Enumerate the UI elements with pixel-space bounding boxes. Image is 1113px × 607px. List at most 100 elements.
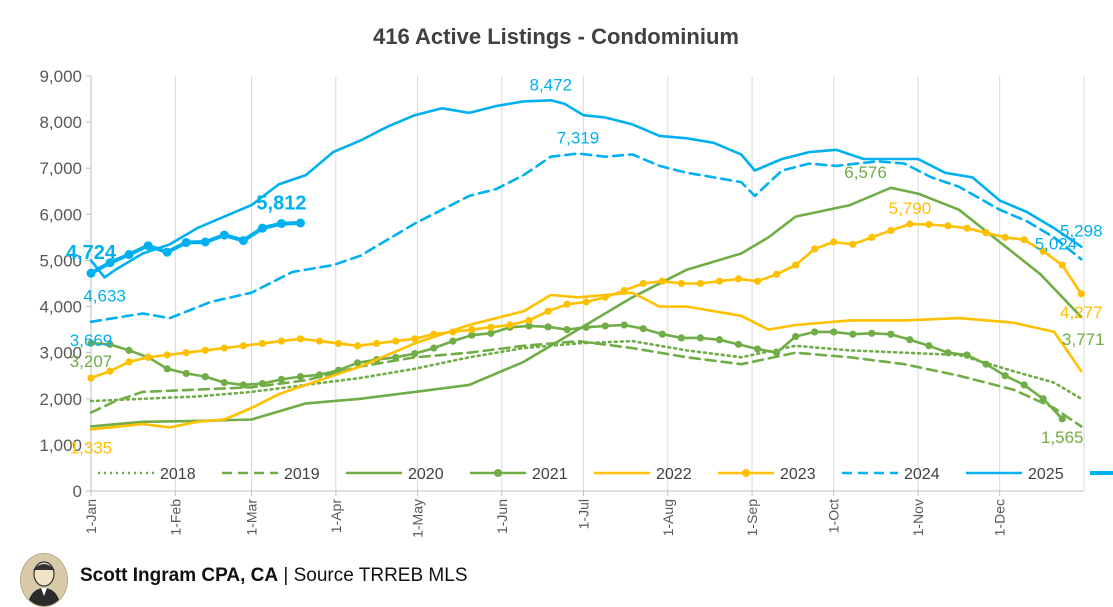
- data-point-2021: [468, 331, 476, 339]
- x-tick-label: 1-Aug: [660, 499, 676, 536]
- data-point-2023: [506, 321, 514, 329]
- data-point-2021: [563, 326, 571, 334]
- data-point-2023: [106, 367, 114, 375]
- data-point-2021: [1001, 372, 1009, 380]
- data-label-2026: 5,812: [256, 193, 306, 215]
- data-point-2021: [677, 334, 685, 342]
- data-label-2020: 3,771: [1062, 330, 1105, 349]
- series-line-2021: [89, 323, 1064, 421]
- data-point-2023: [582, 298, 590, 306]
- legend-item-2024: 2024: [842, 466, 940, 483]
- data-point-2021: [582, 323, 590, 331]
- data-point-2026: [86, 268, 96, 278]
- data-point-2026: [181, 237, 191, 247]
- data-point-2023: [201, 346, 209, 354]
- data-point-2021: [296, 373, 305, 381]
- data-point-2023: [944, 222, 952, 230]
- data-point-2026: [257, 223, 267, 233]
- data-point-2023: [1058, 261, 1066, 269]
- data-point-2021: [258, 379, 266, 388]
- data-point-2021: [1020, 381, 1028, 389]
- data-point-2023: [1077, 290, 1085, 298]
- x-tick-label: 1-Dec: [992, 499, 1008, 536]
- data-point-2021: [620, 321, 628, 329]
- legend-item-2021: 2021: [470, 466, 568, 483]
- data-point-2023: [449, 328, 457, 336]
- data-point-2023: [1001, 233, 1009, 241]
- data-point-2021: [811, 328, 819, 336]
- data-point-2023: [373, 339, 381, 348]
- series-2019: [89, 339, 1083, 428]
- data-point-2023: [563, 300, 571, 308]
- author-name: Scott Ingram CPA, CA: [80, 565, 279, 586]
- series-2023: [87, 220, 1085, 382]
- chart-title: 416 Active Listings - Condominium: [373, 24, 739, 49]
- data-point-2021: [163, 365, 171, 373]
- grid-lines: [90, 76, 1085, 491]
- x-tick-label: 1-Sep: [744, 499, 760, 537]
- y-tick-label: 3,000: [39, 344, 82, 363]
- footer-credit: Scott Ingram CPA, CA | Source TRREB MLS: [80, 565, 468, 587]
- data-point-2023: [411, 335, 419, 343]
- data-point-2021: [106, 340, 114, 348]
- data-point-2021: [449, 337, 457, 345]
- data-point-2023: [792, 261, 800, 269]
- data-point-2026: [276, 219, 286, 229]
- y-tick-label: 1,000: [39, 436, 82, 455]
- data-point-2023: [354, 342, 362, 350]
- data-point-2023: [887, 226, 895, 235]
- data-point-2023: [239, 342, 247, 350]
- data-point-2021: [487, 329, 495, 337]
- legend-marker-2023: [742, 469, 750, 477]
- data-point-2023: [772, 270, 781, 278]
- data-point-2021: [906, 336, 914, 344]
- data-point-2021: [411, 349, 419, 358]
- data-point-2023: [811, 245, 819, 253]
- legend-label-2020: 2020: [408, 466, 444, 483]
- series-line-2025: [89, 99, 1083, 279]
- data-label-2023: 4,277: [1060, 303, 1103, 322]
- data-point-2021: [277, 375, 286, 384]
- data-point-2023: [963, 224, 971, 232]
- footer: Scott Ingram CPA, CA | Source TRREB MLS: [0, 547, 1113, 607]
- data-point-2023: [277, 337, 286, 345]
- data-point-2023: [220, 344, 228, 352]
- data-point-2026: [105, 258, 115, 268]
- legend-item-2022: 2022: [594, 466, 692, 483]
- series-layer: [86, 99, 1085, 431]
- series-2021: [87, 321, 1066, 423]
- data-point-2021: [753, 345, 762, 353]
- data-point-2023: [696, 279, 705, 288]
- data-point-2021: [1039, 395, 1047, 403]
- legend-item-2025: 2025: [966, 466, 1064, 483]
- data-point-2023: [715, 277, 724, 285]
- data-point-2023: [87, 374, 95, 382]
- data-point-2023: [677, 279, 685, 288]
- y-tick-label: 4,000: [39, 298, 82, 317]
- y-tick-label: 2,000: [39, 390, 82, 409]
- data-label-2026: 4,724: [66, 242, 117, 264]
- series-line-2019: [89, 339, 1083, 428]
- y-axis: 0 1,000 2,000 3,000 4,000 5,000 6,000 7,000 8,00…: [39, 67, 92, 501]
- data-point-2023: [753, 277, 762, 285]
- data-point-2021: [868, 329, 876, 337]
- data-point-2021: [392, 353, 400, 361]
- data-label-2022: 1,335: [70, 438, 113, 457]
- y-tick-label: 6,000: [39, 205, 82, 224]
- data-point-2023: [296, 335, 305, 343]
- legend-label-2018: 2018: [160, 466, 196, 483]
- data-point-2023: [925, 220, 933, 229]
- x-tick-label: 1-Oct: [826, 499, 842, 533]
- data-point-2021: [87, 339, 95, 347]
- data-point-2021: [639, 325, 647, 333]
- data-point-2021: [1058, 415, 1066, 423]
- data-label-2025: 5,298: [1060, 222, 1103, 241]
- data-point-2023: [392, 337, 400, 345]
- data-point-2023: [315, 337, 324, 345]
- series-2022: [89, 291, 1083, 431]
- x-tick-label: 1-Jun: [494, 499, 510, 534]
- data-point-2021: [696, 334, 705, 342]
- legend-label-2023: 2023: [780, 466, 816, 483]
- data-point-2023: [601, 293, 609, 301]
- x-tick-label: 1-Jan: [83, 499, 99, 534]
